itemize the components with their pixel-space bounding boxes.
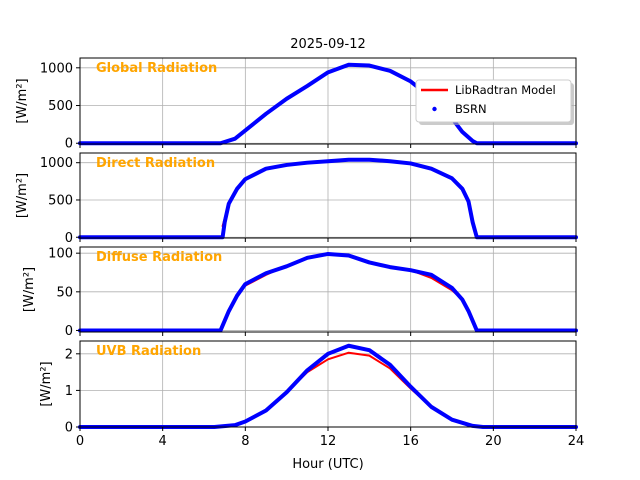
x-tick-label: 24 <box>568 434 585 449</box>
y-tick-label: 1000 <box>40 156 73 171</box>
y-tick-label: 0 <box>65 421 73 436</box>
figure-title: 2025-09-12 <box>290 37 366 52</box>
panel-title: Diffuse Radiation <box>96 250 222 265</box>
legend-label: LibRadtran Model <box>455 83 556 97</box>
panel-1: 0 500 1000 Global Radiation [W/m²] <box>15 57 578 152</box>
x-tick-label: 0 <box>76 434 84 449</box>
legend-label: BSRN <box>455 102 487 116</box>
series-bsrn-line <box>78 343 578 429</box>
y-tick-label: 0 <box>65 324 73 339</box>
x-axis-title: Hour (UTC) <box>292 457 363 472</box>
series-bsrn-line <box>78 251 578 333</box>
panel-3: 0 50 100 Diffuse Radiation [W/m²] <box>22 246 578 339</box>
y-axis-title: [W/m²] <box>15 173 30 218</box>
series-bsrn-line <box>78 157 578 240</box>
legend-swatch-bsrn <box>432 106 437 112</box>
y-tick-label: 0 <box>65 137 73 152</box>
y-tick-label: 2 <box>65 347 73 362</box>
y-tick-label: 50 <box>56 285 73 300</box>
panel-title: Direct Radiation <box>96 156 215 171</box>
y-tick-label: 100 <box>48 247 73 262</box>
y-tick-label: 1000 <box>40 61 73 76</box>
panel-2: 0 500 1000 Direct Radiation [W/m²] <box>15 152 578 246</box>
x-tick-label: 20 <box>485 434 502 449</box>
y-axis-title: [W/m²] <box>39 361 54 406</box>
y-tick-label: 1 <box>65 384 73 399</box>
x-tick-label: 12 <box>320 434 337 449</box>
y-tick-label: 500 <box>48 99 73 114</box>
y-axis-title: [W/m²] <box>15 78 30 123</box>
panel-title: UVB Radiation <box>96 344 201 359</box>
series-bsrn-line <box>78 62 578 146</box>
legend-box <box>415 79 572 123</box>
x-tick-label: 4 <box>159 434 167 449</box>
x-tick-label: 16 <box>402 434 419 449</box>
y-tick-label: 0 <box>65 231 73 246</box>
y-tick-label: 500 <box>48 193 73 208</box>
x-tick-label: 8 <box>241 434 249 449</box>
y-axis-title: [W/m²] <box>22 267 37 312</box>
legend: LibRadtran Model BSRN <box>415 79 574 125</box>
panel-title: Global Radiation <box>96 61 217 76</box>
